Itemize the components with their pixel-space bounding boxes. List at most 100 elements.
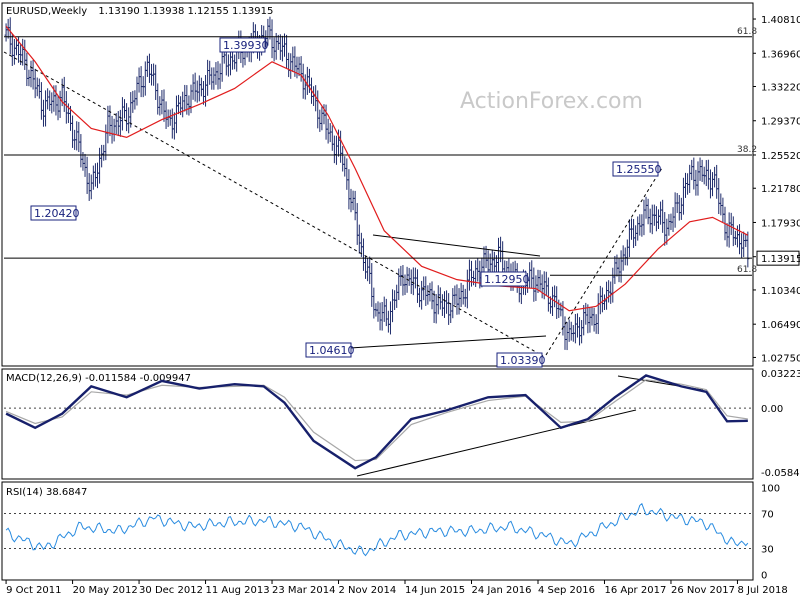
price-bar	[83, 153, 87, 177]
price-bar	[609, 281, 613, 304]
price-bar	[492, 251, 496, 275]
price-bar	[112, 118, 116, 142]
macd-support-trendline	[356, 409, 637, 477]
price-bar	[540, 274, 544, 299]
fib-level-label: 61.8	[737, 27, 757, 37]
x-tick-label: 9 Oct 2011	[6, 585, 61, 596]
triangle-lower-line	[349, 335, 547, 349]
price-annotation: 1.25550	[612, 161, 662, 177]
price-bar	[160, 90, 164, 115]
price-bar	[129, 92, 133, 128]
price-bar	[634, 225, 638, 247]
price-bar	[447, 293, 451, 325]
price-bar	[731, 216, 735, 247]
price-bar	[166, 109, 170, 127]
x-tick-label: 20 May 2012	[73, 585, 138, 596]
price-bar	[183, 84, 187, 112]
price-bar	[738, 224, 742, 255]
price-bar	[10, 33, 14, 66]
price-bar	[538, 270, 542, 292]
price-bar	[424, 276, 428, 306]
price-bar	[201, 81, 205, 105]
rally-dashed-trendline	[545, 167, 663, 356]
rsi-line-group	[5, 502, 749, 557]
price-bar	[33, 68, 37, 99]
price-bar	[613, 255, 617, 284]
price-bar	[642, 199, 646, 236]
price-bar	[582, 304, 586, 336]
price-bar	[330, 125, 334, 151]
price-bar	[636, 216, 640, 241]
price-bar	[575, 313, 579, 338]
x-tick-label: 26 Nov 2017	[671, 585, 735, 596]
price-bar	[397, 268, 401, 301]
price-bar	[725, 223, 729, 247]
price-bar	[125, 103, 129, 132]
price-bar	[455, 284, 459, 315]
price-bar	[706, 159, 710, 190]
price-bar	[98, 147, 102, 184]
price-bar	[154, 64, 158, 100]
x-tick-label: 2 Nov 2014	[339, 585, 397, 596]
price-bar	[530, 260, 534, 289]
price-bar	[216, 61, 220, 90]
price-annotations: 1.39930 1.20420 1.25550 1.12950 1.04610 1.033…	[30, 37, 662, 368]
price-bar	[573, 313, 577, 344]
price-bar	[77, 121, 81, 153]
price-bar	[164, 101, 168, 129]
price-bar	[127, 107, 131, 134]
price-bar	[35, 77, 39, 97]
price-bar	[181, 91, 185, 118]
price-bar	[162, 89, 166, 122]
price-bar	[147, 53, 151, 83]
price-bars	[4, 16, 750, 351]
price-bar	[432, 290, 436, 323]
price-bar	[320, 106, 324, 131]
price-bar	[48, 90, 52, 111]
rsi-y-tick-label: 0	[761, 571, 767, 582]
price-bar	[110, 115, 114, 144]
price-bar	[580, 320, 584, 344]
price-bar	[588, 307, 592, 333]
x-tick-label: 4 Sep 2016	[538, 585, 595, 596]
price-bar	[328, 123, 332, 143]
price-bar	[89, 174, 93, 200]
price-bar	[29, 60, 33, 88]
price-bar	[391, 289, 395, 323]
price-bar	[451, 288, 455, 319]
rsi-y-tick-label: 30	[761, 544, 774, 555]
price-bar	[719, 193, 723, 216]
price-bar	[152, 63, 156, 86]
price-bar	[684, 172, 688, 198]
macd-y-tick-label: 0.00	[761, 404, 783, 415]
price-bar	[442, 291, 446, 318]
symbol-label: EURUSD,Weekly	[6, 6, 87, 17]
price-y-tick-label: 1.02750	[761, 353, 800, 364]
fib-level-label: 61.8	[737, 265, 757, 275]
price-bar	[434, 294, 438, 324]
price-bar	[376, 301, 380, 322]
price-annotation: 1.12950	[480, 271, 530, 287]
price-bar	[318, 109, 322, 132]
svg-text:1.03390: 1.03390	[500, 354, 546, 367]
price-bar	[172, 112, 176, 140]
price-bar	[199, 77, 203, 97]
price-bar	[85, 156, 89, 194]
x-tick-label: 16 Apr 2017	[604, 585, 666, 596]
price-bar	[58, 90, 62, 118]
price-bar	[698, 157, 702, 181]
price-bar	[438, 287, 442, 310]
price-bar	[532, 267, 536, 302]
price-bar	[382, 296, 386, 322]
price-annotation: 1.04610	[305, 342, 355, 358]
price-bar	[278, 34, 282, 60]
price-bar	[544, 271, 548, 297]
x-tick-label: 14 Jun 2015	[405, 585, 465, 596]
price-bar	[131, 90, 135, 113]
price-bar	[380, 301, 384, 331]
macd-y-tick-label: -0.058435	[761, 468, 800, 479]
price-bar	[332, 135, 336, 164]
price-bar	[91, 165, 95, 190]
price-bar	[62, 76, 66, 112]
price-bar	[114, 113, 118, 135]
